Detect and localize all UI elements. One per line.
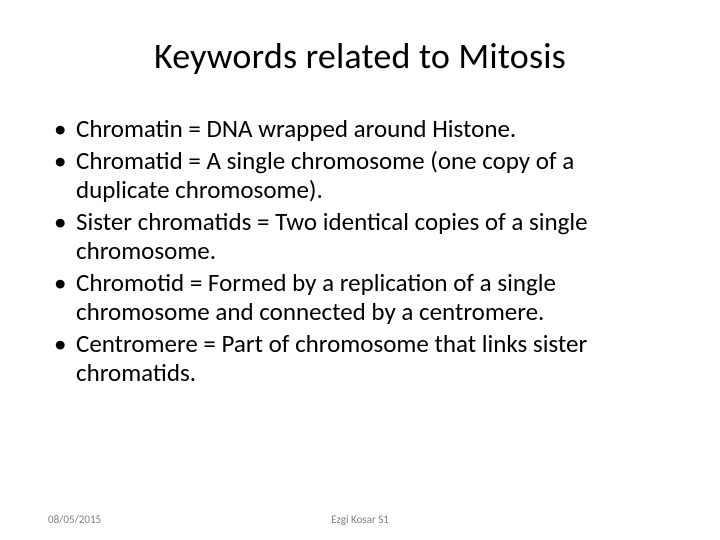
bullet-list: Chromatin = DNA wrapped around Histone. … bbox=[48, 114, 672, 388]
slide: Keywords related to Mitosis Chromatin = … bbox=[0, 0, 720, 540]
slide-title: Keywords related to Mitosis bbox=[48, 34, 672, 78]
list-item: Chromatin = DNA wrapped around Histone. bbox=[54, 114, 672, 144]
list-item: Chromotid = Formed by a replication of a… bbox=[54, 268, 672, 327]
list-item: Chromatid = A single chromosome (one cop… bbox=[54, 146, 672, 205]
list-item: Sister chromatids = Two identical copies… bbox=[54, 207, 672, 266]
footer-author: Ezgi Kosar S1 bbox=[0, 513, 720, 526]
list-item: Centromere = Part of chromosome that lin… bbox=[54, 329, 672, 388]
